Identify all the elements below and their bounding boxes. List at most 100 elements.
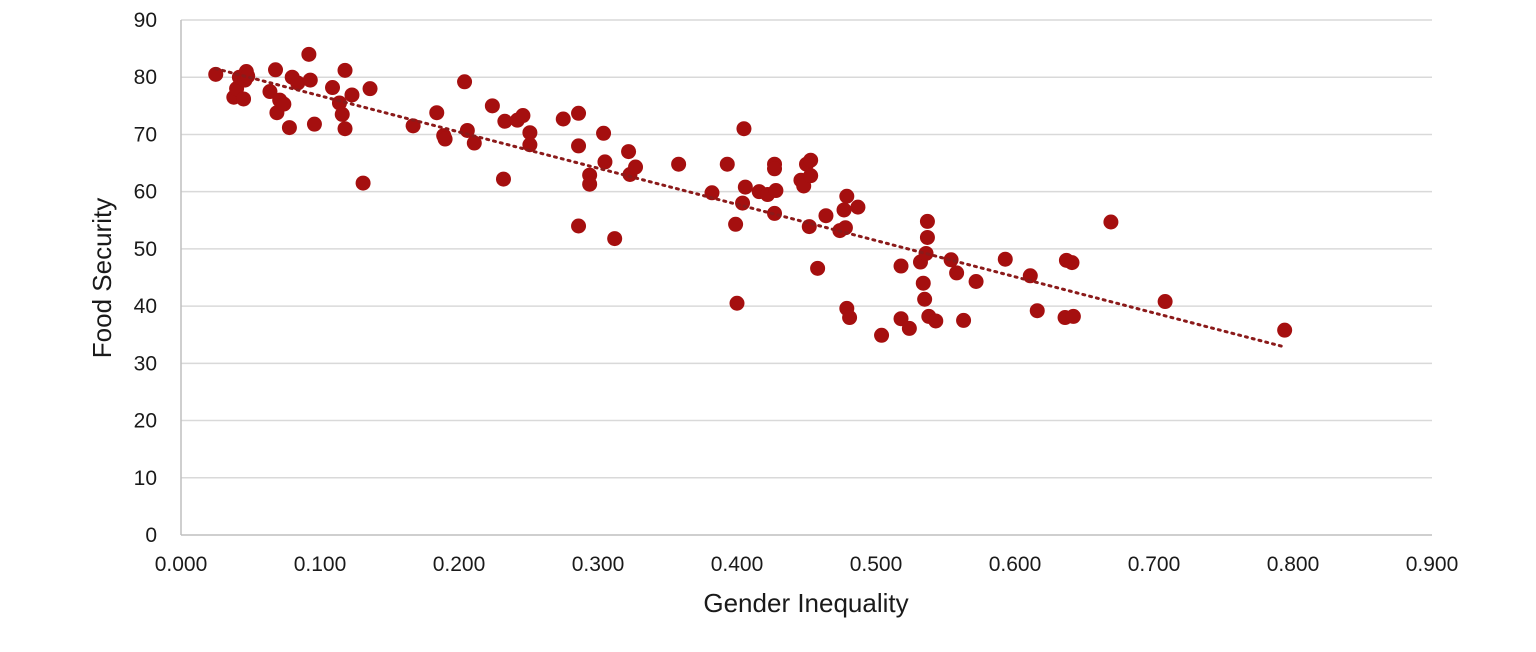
data-point	[262, 84, 278, 100]
data-point	[1029, 303, 1045, 319]
data-point	[839, 188, 855, 204]
data-point	[331, 95, 347, 111]
y-tick-label: 30	[134, 352, 157, 375]
data-point	[919, 229, 935, 245]
data-point	[522, 137, 538, 153]
data-point	[459, 122, 475, 138]
y-tick-label: 10	[134, 467, 157, 490]
y-tick-label: 0	[145, 524, 157, 547]
x-tick-label: 0.100	[294, 553, 347, 576]
data-point	[850, 199, 866, 215]
x-tick-label: 0.400	[711, 553, 764, 576]
data-point	[571, 138, 587, 154]
data-point	[495, 171, 511, 187]
data-point	[555, 111, 571, 127]
y-tick-label: 40	[134, 295, 157, 318]
data-point	[874, 327, 890, 343]
data-point	[457, 74, 473, 90]
data-point	[1103, 214, 1119, 230]
data-point	[968, 274, 984, 290]
trendline-group	[214, 67, 1288, 349]
data-point	[597, 154, 613, 170]
data-point	[484, 98, 500, 114]
data-point	[901, 320, 917, 336]
data-point	[768, 183, 784, 199]
data-point	[337, 121, 353, 137]
data-point	[736, 121, 752, 137]
data-point	[704, 185, 720, 201]
data-point	[767, 161, 783, 177]
data-points	[208, 46, 1293, 343]
data-point	[893, 311, 909, 327]
data-point	[497, 113, 513, 129]
y-tick-label: 20	[134, 410, 157, 433]
y-axis-ticks: 0 10 20 30 40 50 60 70 80 90	[134, 9, 157, 547]
x-tick-label: 0.000	[155, 553, 208, 576]
data-point	[301, 46, 317, 62]
x-tick-label: 0.200	[433, 553, 486, 576]
data-point	[915, 275, 931, 291]
data-point	[1277, 322, 1293, 338]
x-axis-ticks: 0.000 0.100 0.200 0.300 0.400 0.500 0.600 0.700…	[155, 553, 1459, 576]
data-point	[596, 125, 612, 141]
data-point	[607, 231, 623, 247]
data-point	[268, 62, 284, 78]
trendline	[214, 67, 1288, 349]
data-point	[208, 66, 224, 82]
y-tick-label: 80	[134, 66, 157, 89]
data-point	[1065, 308, 1081, 324]
data-point	[515, 108, 531, 124]
x-tick-label: 0.700	[1128, 553, 1181, 576]
data-point	[917, 291, 933, 307]
data-point	[928, 313, 944, 329]
data-point	[956, 312, 972, 328]
x-axis-title: Gender Inequality	[703, 588, 908, 618]
data-point	[466, 135, 482, 151]
data-point	[719, 156, 735, 172]
data-point	[582, 176, 598, 192]
x-tick-label: 0.500	[850, 553, 903, 576]
x-tick-label: 0.900	[1406, 553, 1459, 576]
data-point	[362, 81, 378, 97]
data-point	[281, 120, 297, 136]
data-point	[803, 152, 819, 168]
x-tick-label: 0.600	[989, 553, 1042, 576]
x-tick-label: 0.300	[572, 553, 625, 576]
data-point	[355, 175, 371, 191]
data-point	[337, 62, 353, 78]
data-point	[943, 252, 959, 268]
y-tick-label: 60	[134, 181, 157, 204]
y-tick-label: 90	[134, 9, 157, 32]
axes	[180, 20, 1432, 536]
data-point	[1064, 255, 1080, 271]
data-point	[836, 202, 852, 218]
data-point	[571, 218, 587, 234]
data-point	[325, 80, 341, 96]
data-point	[429, 105, 445, 121]
data-point	[240, 68, 256, 84]
y-tick-label: 70	[134, 123, 157, 146]
data-point	[522, 125, 538, 141]
data-point	[306, 116, 322, 132]
data-point	[437, 131, 453, 147]
data-point	[737, 179, 753, 195]
data-point	[810, 260, 826, 276]
y-tick-label: 50	[134, 238, 157, 261]
data-point	[949, 265, 965, 281]
data-point	[919, 213, 935, 229]
data-point	[628, 159, 644, 175]
data-point	[728, 216, 744, 232]
data-point	[621, 144, 637, 160]
data-point	[1157, 294, 1173, 310]
data-point	[729, 295, 745, 311]
data-point	[344, 87, 360, 103]
data-point	[818, 208, 834, 224]
data-point	[290, 75, 306, 91]
data-point	[803, 168, 819, 184]
data-point	[671, 156, 687, 172]
data-point	[334, 106, 350, 122]
x-tick-label: 0.800	[1267, 553, 1320, 576]
data-point	[571, 105, 587, 121]
y-axis-title: Food Security	[87, 198, 117, 358]
